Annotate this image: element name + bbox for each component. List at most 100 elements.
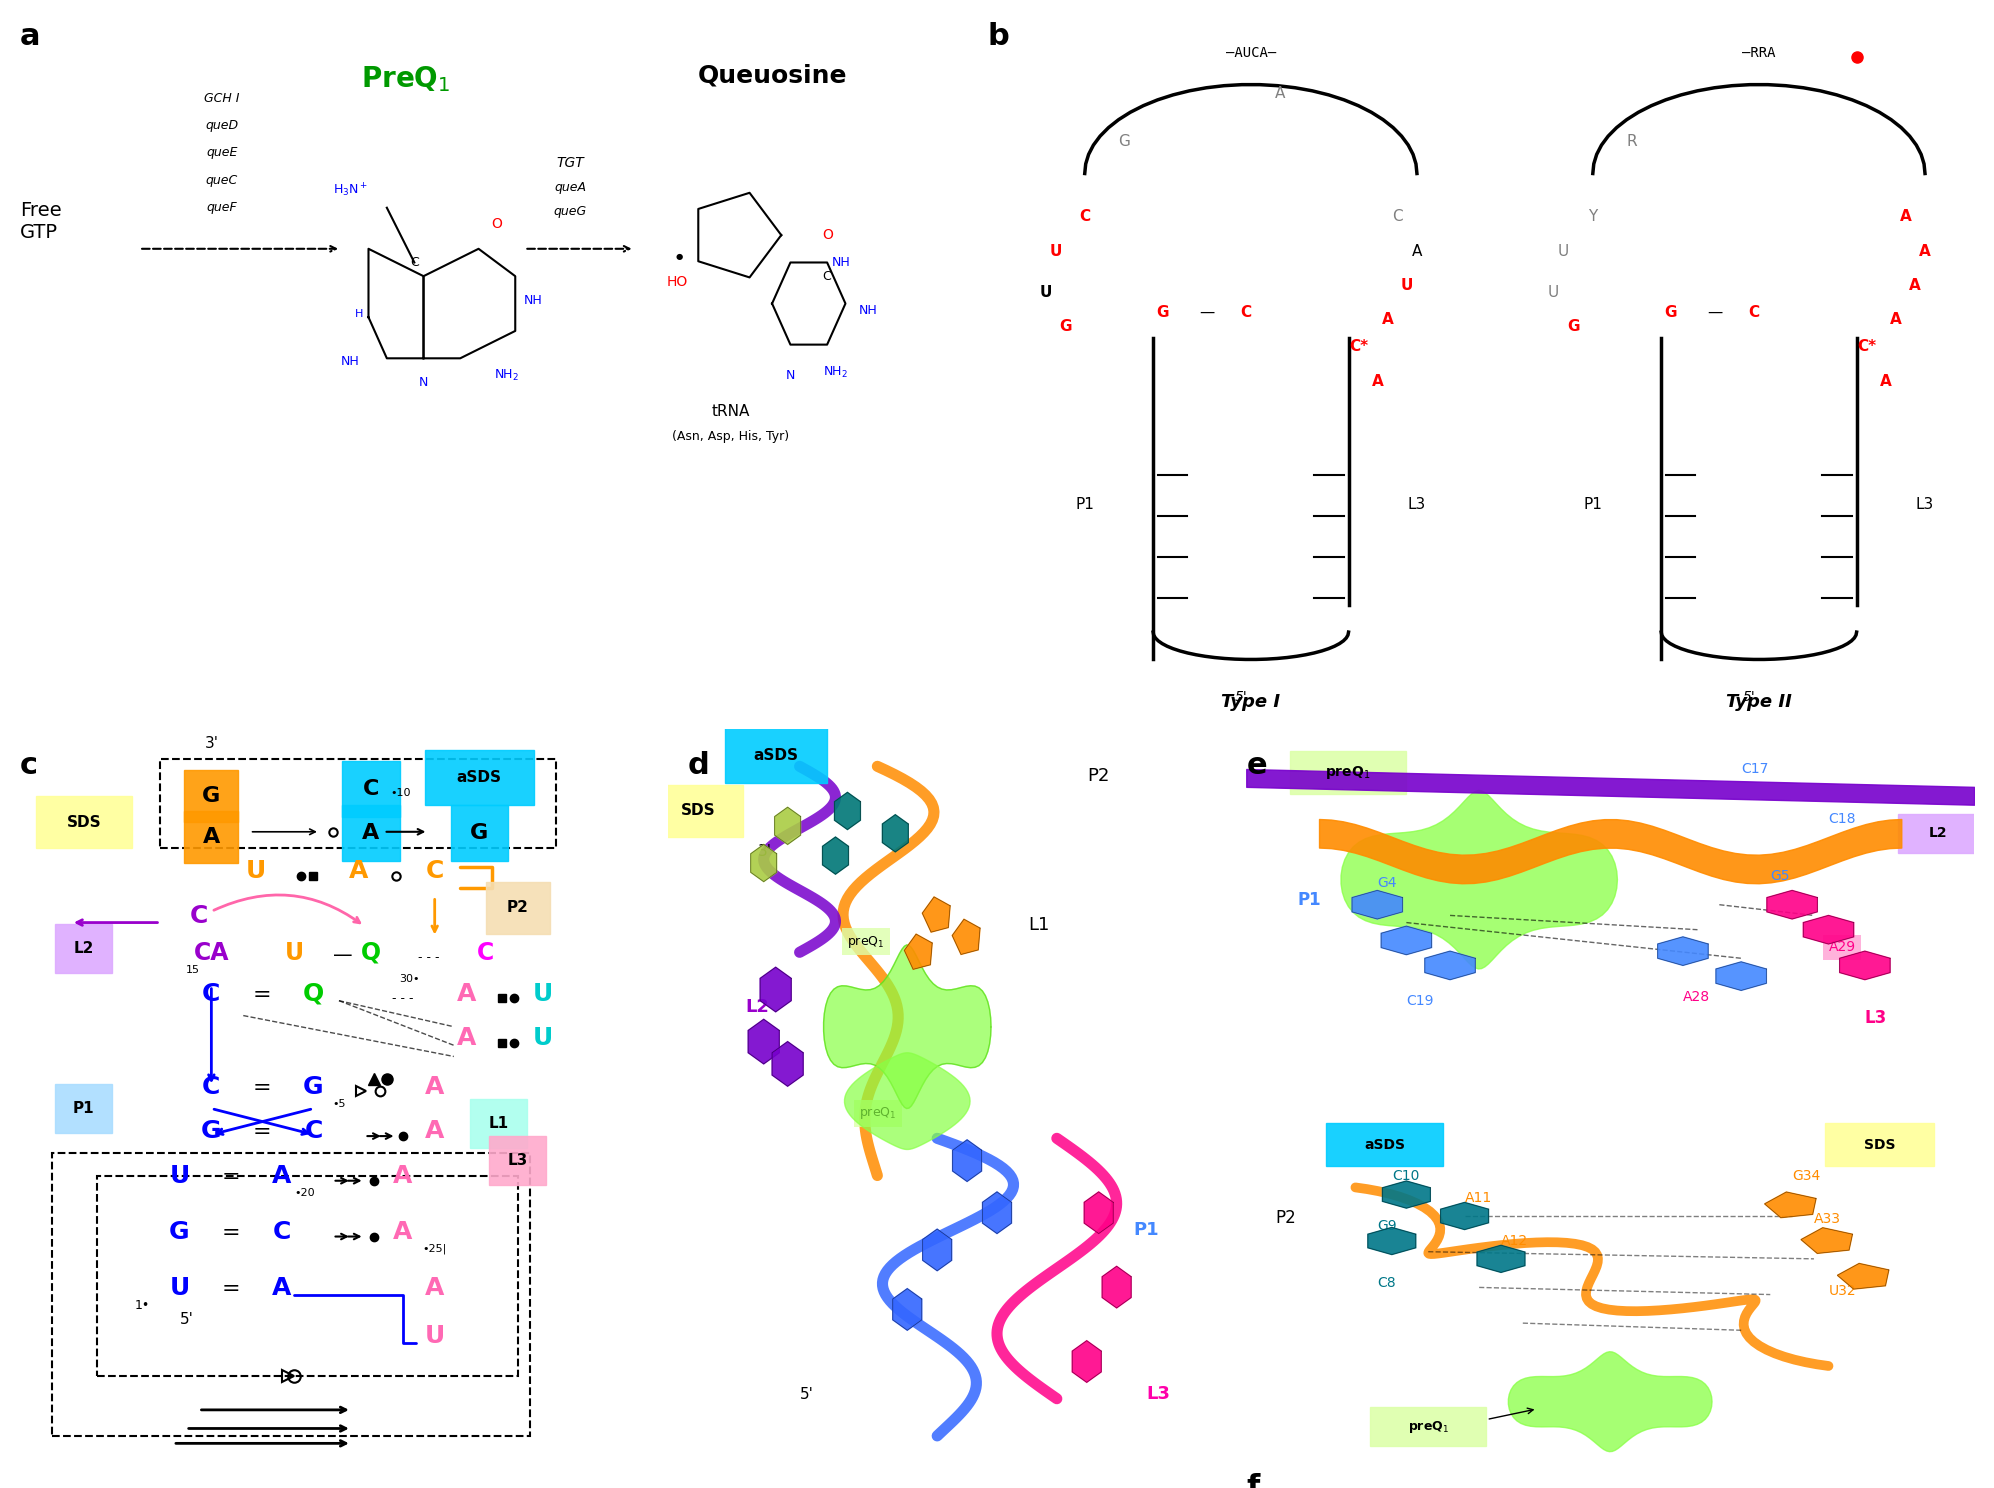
- Text: aSDS: aSDS: [457, 769, 502, 786]
- Text: C8: C8: [1378, 1277, 1396, 1290]
- Text: A: A: [1274, 86, 1286, 101]
- Text: C: C: [425, 859, 445, 882]
- Text: •5: •5: [333, 1100, 347, 1109]
- Text: SDS: SDS: [680, 804, 716, 818]
- Text: G: G: [201, 1119, 221, 1143]
- FancyBboxPatch shape: [183, 771, 239, 821]
- Text: 3': 3': [758, 844, 772, 859]
- Polygon shape: [835, 792, 859, 830]
- Text: A: A: [425, 1275, 445, 1299]
- Text: L3: L3: [1864, 1009, 1886, 1027]
- Polygon shape: [1426, 951, 1476, 979]
- Text: queF: queF: [205, 201, 237, 214]
- Text: —: —: [333, 946, 353, 966]
- Polygon shape: [772, 1042, 804, 1086]
- Text: A11: A11: [1464, 1190, 1492, 1205]
- Text: A33: A33: [1815, 1213, 1840, 1226]
- Text: —: —: [1198, 305, 1214, 320]
- Polygon shape: [923, 897, 949, 931]
- Text: P2: P2: [506, 900, 528, 915]
- Text: •10: •10: [391, 789, 411, 798]
- Polygon shape: [748, 1019, 780, 1064]
- Polygon shape: [1085, 1192, 1113, 1234]
- Text: 5': 5': [1743, 689, 1755, 704]
- Text: G: G: [1567, 318, 1579, 333]
- Polygon shape: [1657, 937, 1709, 966]
- Text: aSDS: aSDS: [1364, 1137, 1406, 1152]
- Text: U: U: [532, 982, 552, 1006]
- FancyBboxPatch shape: [1825, 1123, 1934, 1167]
- Polygon shape: [953, 1140, 981, 1181]
- Text: preQ$_1$: preQ$_1$: [1408, 1418, 1450, 1434]
- Text: c: c: [20, 751, 38, 780]
- Text: tRNA: tRNA: [712, 405, 750, 420]
- Text: C18: C18: [1828, 811, 1856, 826]
- Text: C: C: [1079, 210, 1091, 225]
- Text: =: =: [221, 1278, 239, 1299]
- FancyBboxPatch shape: [183, 811, 239, 863]
- FancyBboxPatch shape: [343, 805, 399, 862]
- Text: U: U: [169, 1275, 189, 1299]
- Text: Y: Y: [1587, 210, 1597, 225]
- Text: A: A: [203, 827, 219, 847]
- Text: - - -: - - -: [417, 951, 439, 964]
- FancyBboxPatch shape: [471, 1100, 526, 1147]
- Bar: [96, 1176, 518, 1376]
- Text: —AUCA—: —AUCA—: [1226, 46, 1276, 60]
- Text: C: C: [201, 1074, 221, 1098]
- Text: GCH I: GCH I: [203, 92, 239, 104]
- Text: L3: L3: [1408, 497, 1426, 512]
- FancyBboxPatch shape: [487, 881, 550, 934]
- Text: Q: Q: [361, 940, 381, 964]
- Text: A: A: [1412, 244, 1422, 259]
- Text: N: N: [786, 369, 796, 382]
- Text: ●: ●: [676, 251, 684, 260]
- Text: G: G: [201, 786, 221, 806]
- Text: —RRA: —RRA: [1743, 46, 1777, 60]
- Polygon shape: [1073, 1341, 1101, 1382]
- Text: aSDS: aSDS: [754, 747, 798, 763]
- Text: L3: L3: [1916, 497, 1934, 512]
- Polygon shape: [1478, 1245, 1525, 1272]
- Text: P1: P1: [74, 1101, 94, 1116]
- Text: L2: L2: [74, 940, 94, 957]
- Text: P2: P2: [1087, 768, 1111, 786]
- Polygon shape: [1840, 951, 1890, 979]
- Text: NH$_2$: NH$_2$: [495, 368, 518, 382]
- Text: Type I: Type I: [1220, 693, 1280, 711]
- Text: •20: •20: [295, 1189, 315, 1198]
- Text: preQ$_1$: preQ$_1$: [859, 1106, 897, 1120]
- Text: •25|: •25|: [423, 1244, 447, 1254]
- Text: L2: L2: [1928, 826, 1946, 841]
- Text: 5': 5': [800, 1387, 814, 1402]
- Polygon shape: [760, 967, 792, 1012]
- Text: C: C: [1240, 305, 1252, 320]
- Text: b: b: [987, 22, 1009, 51]
- Text: CA: CA: [193, 940, 229, 964]
- Text: 5': 5': [1234, 689, 1248, 704]
- Text: G9: G9: [1378, 1219, 1398, 1234]
- Text: queE: queE: [205, 146, 237, 159]
- Text: C: C: [363, 778, 379, 799]
- Text: A: A: [457, 982, 477, 1006]
- Text: C19: C19: [1406, 994, 1434, 1007]
- Text: L1: L1: [489, 1116, 508, 1131]
- Text: A: A: [1910, 278, 1920, 293]
- Text: P1: P1: [1298, 891, 1320, 909]
- Text: G5: G5: [1771, 869, 1791, 882]
- Polygon shape: [776, 806, 800, 845]
- Polygon shape: [1382, 926, 1432, 955]
- Text: Type II: Type II: [1727, 693, 1793, 711]
- Text: C: C: [201, 982, 221, 1006]
- Text: 5': 5': [179, 1312, 193, 1327]
- Text: a: a: [20, 22, 40, 51]
- Text: U: U: [1402, 278, 1414, 293]
- Text: A: A: [1918, 244, 1930, 259]
- Text: H: H: [355, 310, 363, 320]
- Text: A28: A28: [1683, 990, 1711, 1004]
- Text: U: U: [425, 1324, 445, 1348]
- Polygon shape: [824, 945, 991, 1109]
- Text: A: A: [457, 1027, 477, 1051]
- Text: G: G: [303, 1074, 323, 1098]
- Text: A: A: [1900, 210, 1912, 225]
